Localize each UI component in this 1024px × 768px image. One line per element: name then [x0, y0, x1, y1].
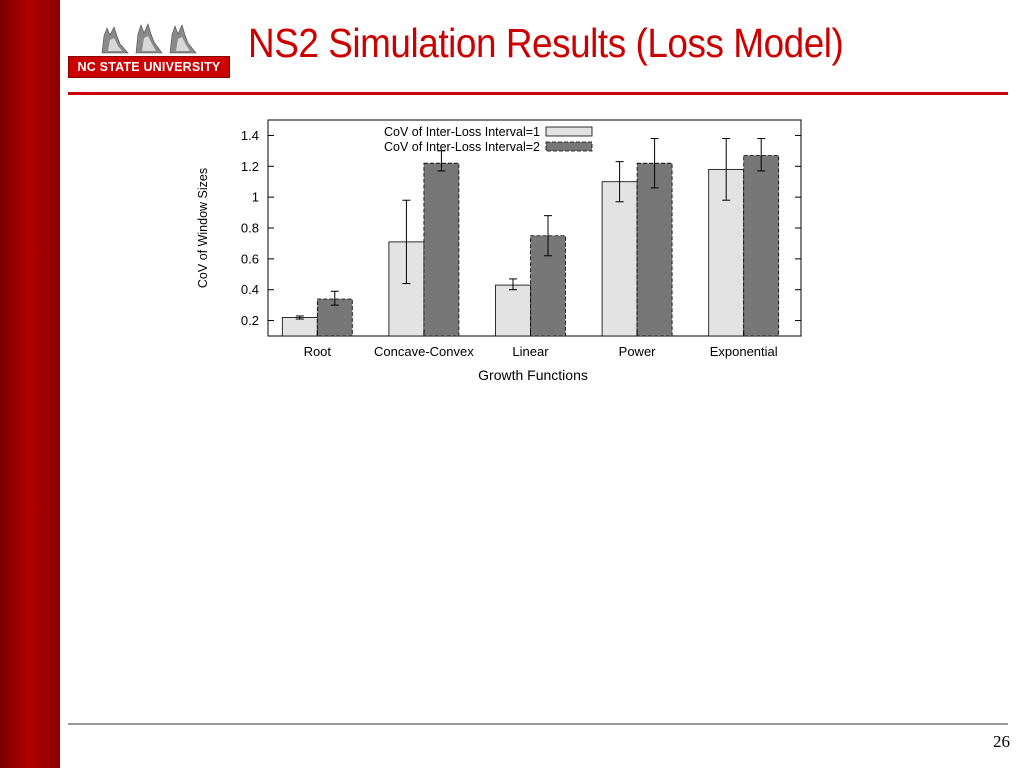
plot-area: 0.2 0.4 0.6 0.8 1 1.2 1.4 Root Concave-Convex Lin… — [241, 119, 802, 359]
y-tick-label: 1.2 — [241, 159, 259, 174]
title-divider — [68, 92, 1008, 95]
wolf-logo-icon — [101, 23, 197, 54]
bar — [743, 155, 780, 337]
y-tick-label: 0.8 — [241, 221, 259, 236]
x-tick-label: Linear — [512, 344, 549, 359]
sidebar-decoration — [0, 0, 60, 768]
y-tick-label: 0.4 — [241, 282, 259, 297]
y-tick-label: 1.4 — [241, 128, 259, 143]
y-tick-label: 0.2 — [241, 313, 259, 328]
x-tick-label: Power — [619, 344, 657, 359]
bar-chart: 0.2 0.4 0.6 0.8 1 1.2 1.4 Root Concave-Convex Lin… — [196, 119, 802, 383]
page-number: 26 — [993, 732, 1010, 751]
x-axis-label: Growth Functions — [478, 367, 588, 383]
bar — [495, 284, 531, 337]
y-tick-label: 1 — [252, 190, 259, 205]
logo-text: NC STATE UNIVERSITY — [68, 56, 230, 78]
page-title: NS2 Simulation Results (Loss Model) — [248, 20, 844, 66]
legend-swatch — [545, 126, 593, 137]
bar — [636, 162, 673, 337]
bar — [281, 317, 318, 337]
legend-label: CoV of Inter-Loss Interval=2 — [384, 140, 540, 154]
x-tick-label: Root — [304, 344, 332, 359]
y-axis-label: CoV of Window Sizes — [196, 168, 210, 288]
legend-label: CoV of Inter-Loss Interval=1 — [384, 125, 540, 139]
bar — [423, 162, 460, 337]
x-tick-label: Exponential — [710, 344, 778, 359]
x-tick-label: Concave-Convex — [374, 344, 474, 359]
legend-swatch — [545, 141, 593, 152]
university-logo: NC STATE UNIVERSITY — [68, 22, 232, 80]
footer-divider — [68, 723, 1008, 725]
y-tick-label: 0.6 — [241, 251, 259, 266]
bar — [601, 181, 638, 337]
